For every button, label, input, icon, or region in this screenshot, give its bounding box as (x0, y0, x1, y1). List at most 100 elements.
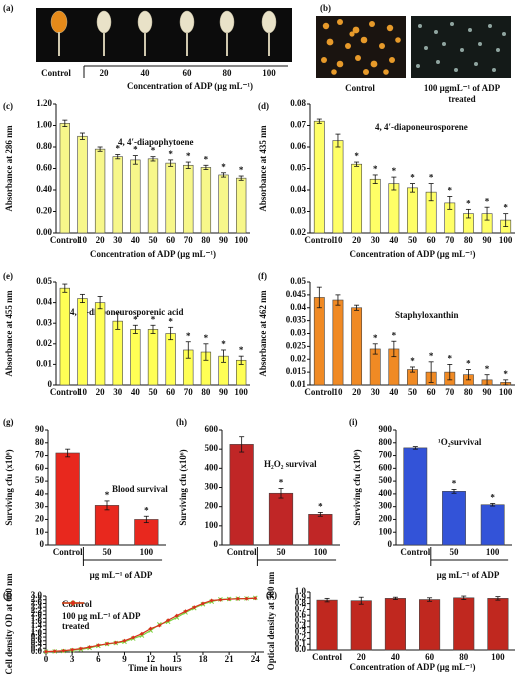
x-tick-label: 40 (131, 235, 141, 245)
x-tick-label: 20 (352, 387, 362, 397)
y-tick-label: 0.03 (36, 317, 52, 327)
y-tick-label: 300 (205, 482, 219, 492)
y-tick-label: 70 (35, 450, 45, 460)
bar (487, 598, 509, 651)
x-axis-label: μg mL⁻¹ of ADP (437, 570, 500, 580)
x-tick-label: 18 (198, 654, 208, 664)
bar (369, 178, 381, 234)
marker (122, 638, 127, 643)
panel-label: (c) (3, 101, 13, 111)
x-tick-label: 50 (408, 387, 418, 397)
x-tick-label: Control (400, 547, 430, 557)
marker (131, 635, 136, 640)
significance-mark: * (503, 203, 508, 213)
y-tick-label: 0.02 (290, 227, 306, 237)
bar (112, 156, 123, 234)
y-tick-label: 60 (35, 462, 45, 472)
bar (229, 444, 254, 546)
bar (351, 307, 363, 386)
y-tick-label: 20 (35, 514, 45, 524)
bar (55, 452, 80, 546)
bar (200, 167, 212, 234)
significance-mark: * (410, 173, 415, 183)
x-tick-label: 9 (122, 654, 127, 664)
marker (174, 613, 179, 618)
panel-label: (d) (258, 101, 269, 111)
y-tick-label: 200 (205, 501, 219, 511)
x-tick-label: 40 (389, 387, 399, 397)
y-tick-label: 0 (214, 539, 219, 549)
y-tick-label: 1.2 (31, 624, 43, 634)
bar (112, 320, 123, 386)
y-tick-label: 0.8 (31, 631, 43, 641)
x-tick-label: 20 (357, 652, 367, 662)
y-tick-label: 2.4 (31, 601, 43, 611)
bar (442, 491, 466, 546)
marker (105, 641, 110, 646)
marker (139, 631, 144, 636)
photo-caption: treated (448, 94, 475, 104)
significance-mark: * (115, 144, 120, 154)
y-tick-label: 0.3 (295, 627, 307, 637)
panel-label: (j) (3, 590, 12, 600)
y-tick-label: 1.0 (31, 627, 43, 637)
marker (87, 645, 92, 650)
significance-mark: * (144, 505, 149, 515)
y-tick-label: 600 (379, 462, 393, 472)
y-tick-label: 0.06 (290, 141, 306, 151)
x-tick-label: 10 (78, 235, 88, 245)
x-tick-label: Control (312, 652, 342, 662)
legend-key (62, 600, 84, 606)
bar (147, 158, 159, 234)
y-tick-label: 2.0 (31, 609, 43, 619)
y-tick-label: 0.01 (290, 379, 306, 389)
y-tick-label: 0.00 (36, 227, 52, 237)
bar (407, 187, 418, 234)
y-tick-label: 2.2 (31, 605, 43, 615)
x-tick-label: 12 (146, 654, 156, 664)
y-axis-label: Absorbance at 286 nm (4, 125, 14, 212)
bar (384, 598, 406, 651)
photo-caption: 80 (223, 68, 233, 78)
y-tick-label: 0.6 (31, 635, 43, 645)
photo-caption: 40 (141, 68, 151, 78)
chart-title: Blood survival (112, 484, 168, 494)
marker (227, 597, 232, 602)
y-tick-label: 2.8 (31, 594, 43, 604)
y-tick-label: 0 (388, 539, 393, 549)
bar (147, 329, 159, 386)
bar (218, 174, 229, 234)
marker (192, 605, 197, 610)
y-tick-label: 100 (379, 526, 393, 536)
x-tick-label: 60 (166, 387, 176, 397)
significance-mark: * (186, 331, 191, 341)
y-tick-label: 30 (35, 501, 45, 511)
chart-title: 4, 4′-diapophytoene (118, 137, 194, 147)
photo-caption: Control (345, 83, 375, 93)
x-tick-label: 40 (391, 652, 401, 662)
significance-mark: * (448, 353, 453, 363)
significance-mark: * (221, 162, 226, 172)
x-tick-label: 30 (113, 387, 123, 397)
significance-mark: * (168, 149, 173, 159)
x-axis-label: Concentration of ADP (μg mL⁻¹) (90, 249, 216, 259)
x-tick-label: 30 (113, 235, 123, 245)
significance-mark: * (503, 369, 508, 379)
x-tick-label: 24 (251, 654, 261, 664)
y-tick-label: 0.4 (295, 621, 307, 631)
significance-mark: * (452, 478, 457, 488)
y-tick-label: 400 (379, 488, 393, 498)
legend-label: Control (62, 599, 92, 609)
chart-title: H₂O₂ survival (264, 459, 317, 469)
y-tick-label: 0.0 (31, 646, 43, 656)
y-tick-label: 0.02 (290, 353, 306, 363)
significance-mark: * (448, 186, 453, 196)
y-tick-label: 0.8 (295, 598, 307, 608)
y-tick-label: 0.05 (36, 276, 52, 286)
x-tick-label: 60 (425, 652, 435, 662)
y-tick-label: 0 (40, 539, 45, 549)
x-tick-label: 6 (96, 654, 101, 664)
bar (316, 599, 338, 651)
marker (244, 596, 249, 601)
